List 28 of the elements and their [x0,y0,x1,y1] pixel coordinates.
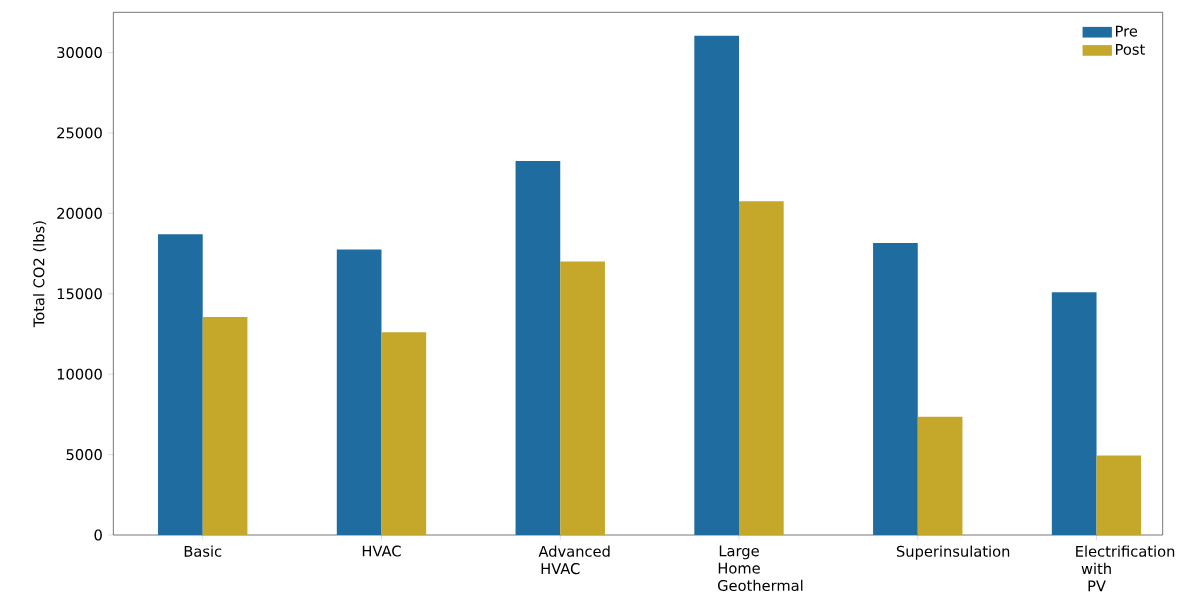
bar [917,416,963,535]
y-tick-label: 30000 [57,47,102,59]
x-tick-label: HVAC [362,545,401,557]
y-tick-label: 10000 [57,368,102,380]
y-tick-label: 15000 [57,288,102,300]
y-tick-label: 5000 [66,449,102,461]
legend-label: Pre [1116,25,1138,37]
bar [1051,292,1097,535]
y-tick-label: 25000 [57,127,102,139]
x-tick-label: Electrification with PV [1076,545,1175,592]
x-tick-label: Large Home Geothermal [718,545,803,592]
bar [873,243,918,535]
bar [202,317,248,535]
x-tick-label: Basic [184,545,222,557]
bar [739,201,784,535]
bar [515,161,561,535]
bar [694,35,740,535]
bar [336,249,382,535]
y-tick-label: 20000 [57,207,102,219]
y-axis-title: Total CO2 (lbs) [33,221,47,328]
x-tick-label: Superinsulation [896,545,1010,560]
y-tick-label: 0 [94,529,102,541]
bar [1096,455,1142,535]
x-tick-label: Advanced HVAC [538,545,610,575]
bar [158,234,203,535]
bar [381,332,427,535]
legend-label: Post [1116,44,1145,55]
bar [560,261,605,535]
